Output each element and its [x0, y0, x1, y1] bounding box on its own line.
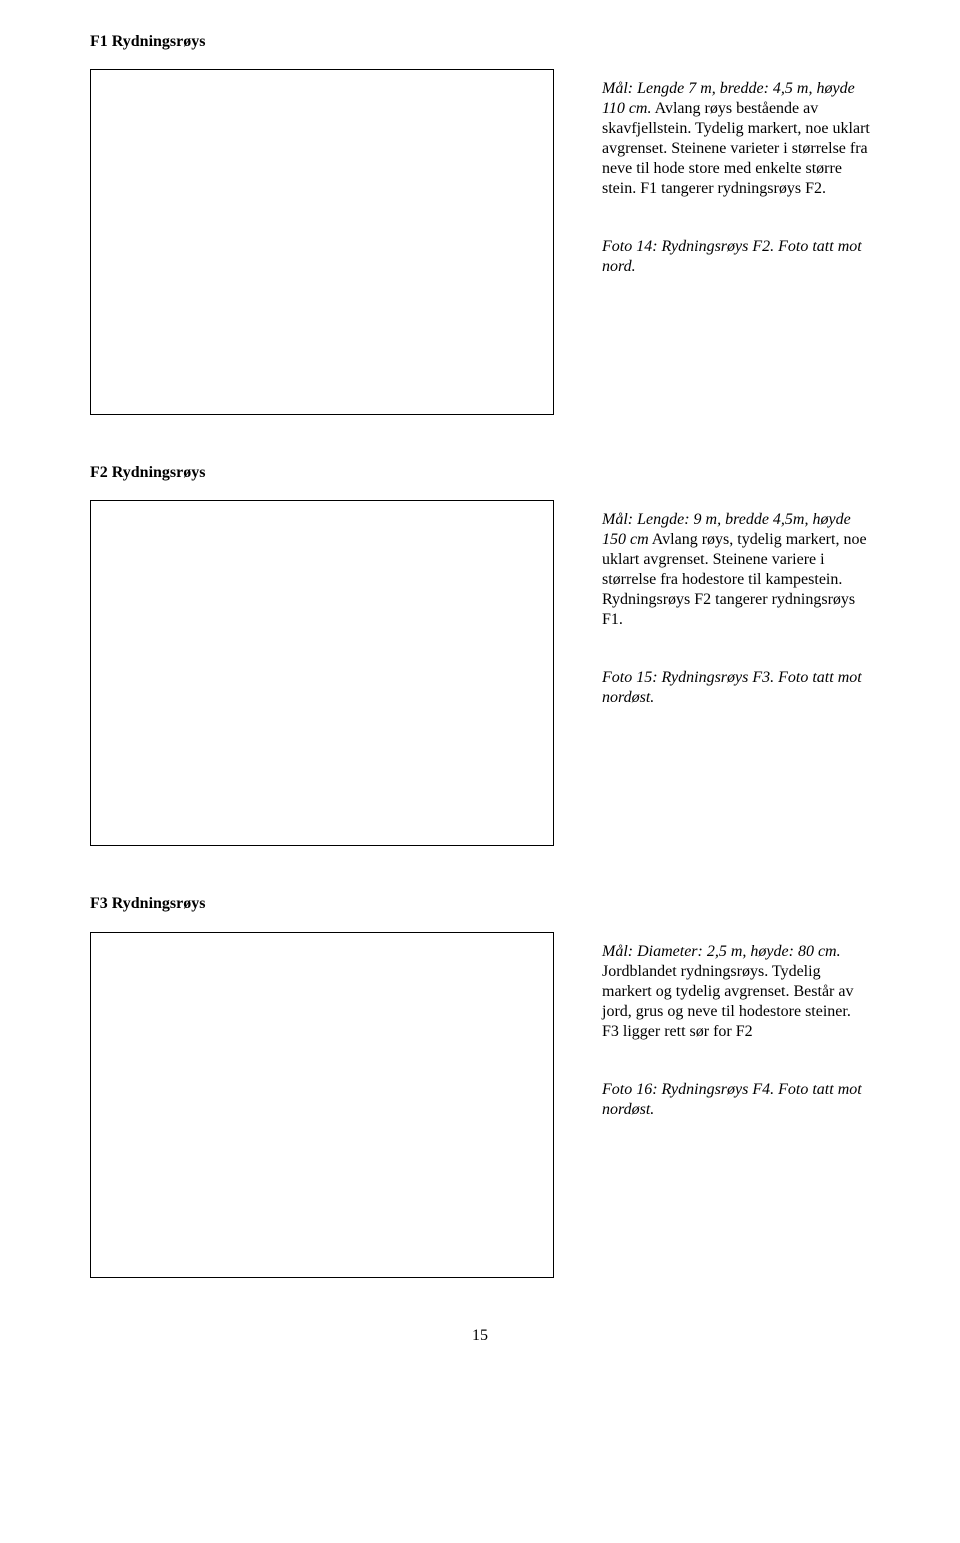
photo-placeholder-box	[90, 932, 554, 1278]
entry-f3: F3 Rydningsrøys Mål: Diameter: 2,5 m, hø…	[90, 894, 870, 1277]
entry-row: Mål: Lengde 7 m, bredde: 4,5 m, høyde 11…	[90, 69, 870, 415]
photo-placeholder-box	[90, 69, 554, 415]
measurement-text: Mål: Diameter: 2,5 m, høyde: 80 cm.	[602, 943, 841, 960]
description-text: Mål: Diameter: 2,5 m, høyde: 80 cm. Jord…	[602, 942, 870, 1042]
entry-row: Mål: Lengde: 9 m, bredde 4,5m, høyde 150…	[90, 500, 870, 846]
photo-caption: Foto 14: Rydningsrøys F2. Foto tatt mot …	[602, 237, 870, 277]
description-column: Mål: Lengde: 9 m, bredde 4,5m, høyde 150…	[602, 500, 870, 708]
entry-row: Mål: Diameter: 2,5 m, høyde: 80 cm. Jord…	[90, 932, 870, 1278]
page-number: 15	[90, 1326, 870, 1345]
photo-caption: Foto 16: Rydningsrøys F4. Foto tatt mot …	[602, 1080, 870, 1120]
section-heading: F3 Rydningsrøys	[90, 894, 870, 913]
entry-f2: F2 Rydningsrøys Mål: Lengde: 9 m, bredde…	[90, 463, 870, 846]
description-text: Mål: Lengde: 9 m, bredde 4,5m, høyde 150…	[602, 510, 870, 630]
description-column: Mål: Diameter: 2,5 m, høyde: 80 cm. Jord…	[602, 932, 870, 1120]
description-text: Mål: Lengde 7 m, bredde: 4,5 m, høyde 11…	[602, 79, 870, 199]
section-heading: F2 Rydningsrøys	[90, 463, 870, 482]
section-heading: F1 Rydningsrøys	[90, 32, 870, 51]
photo-caption: Foto 15: Rydningsrøys F3. Foto tatt mot …	[602, 668, 870, 708]
body-text: Jordblandet rydningsrøys. Tydelig marker…	[602, 963, 853, 1040]
entry-f1: F1 Rydningsrøys Mål: Lengde 7 m, bredde:…	[90, 32, 870, 415]
description-column: Mål: Lengde 7 m, bredde: 4,5 m, høyde 11…	[602, 69, 870, 277]
photo-placeholder-box	[90, 500, 554, 846]
